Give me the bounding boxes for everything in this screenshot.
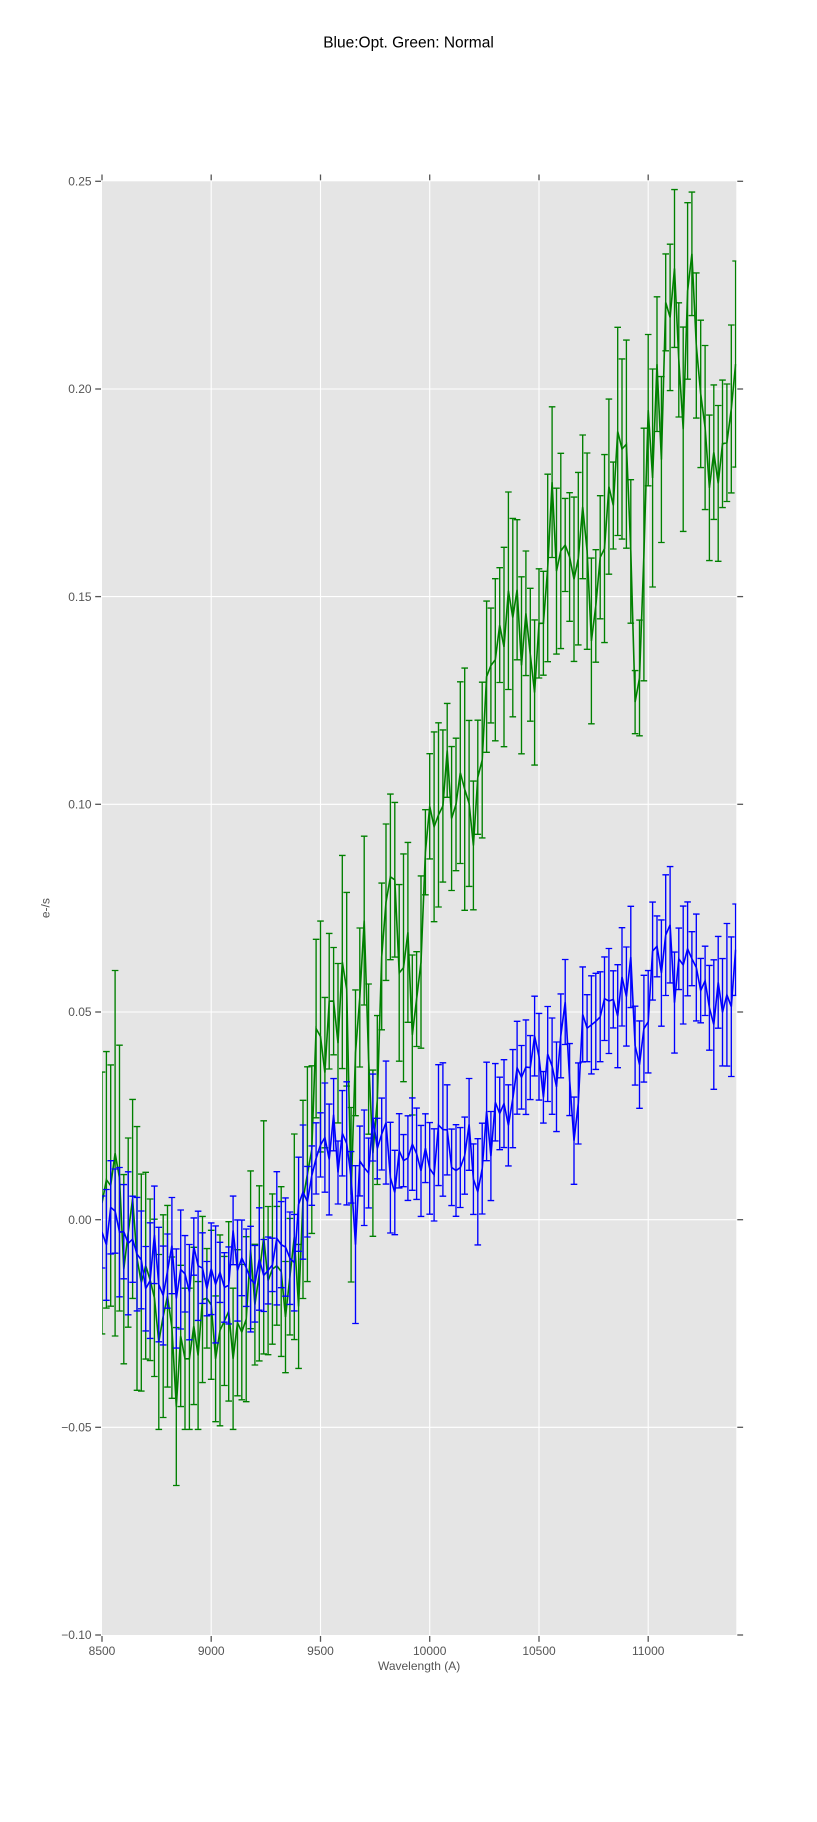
svg-text:10000: 10000 xyxy=(413,1644,447,1658)
svg-text:0.25: 0.25 xyxy=(68,175,92,189)
svg-text:0.05: 0.05 xyxy=(68,1005,92,1019)
svg-text:9000: 9000 xyxy=(198,1644,225,1658)
svg-text:0.20: 0.20 xyxy=(68,382,92,396)
svg-text:10500: 10500 xyxy=(522,1644,556,1658)
svg-text:−0.05: −0.05 xyxy=(61,1421,92,1435)
svg-text:0.15: 0.15 xyxy=(68,590,92,604)
svg-text:Wavelength (A): Wavelength (A) xyxy=(378,1659,460,1673)
svg-text:8500: 8500 xyxy=(89,1644,116,1658)
svg-text:e-/s: e-/s xyxy=(39,898,53,918)
svg-text:0.10: 0.10 xyxy=(68,798,92,812)
svg-text:Blue:Opt. Green: Normal: Blue:Opt. Green: Normal xyxy=(323,35,494,52)
svg-text:11000: 11000 xyxy=(632,1644,665,1658)
svg-text:0.00: 0.00 xyxy=(68,1213,92,1227)
svg-text:−0.10: −0.10 xyxy=(61,1628,92,1642)
svg-text:9500: 9500 xyxy=(307,1644,334,1658)
